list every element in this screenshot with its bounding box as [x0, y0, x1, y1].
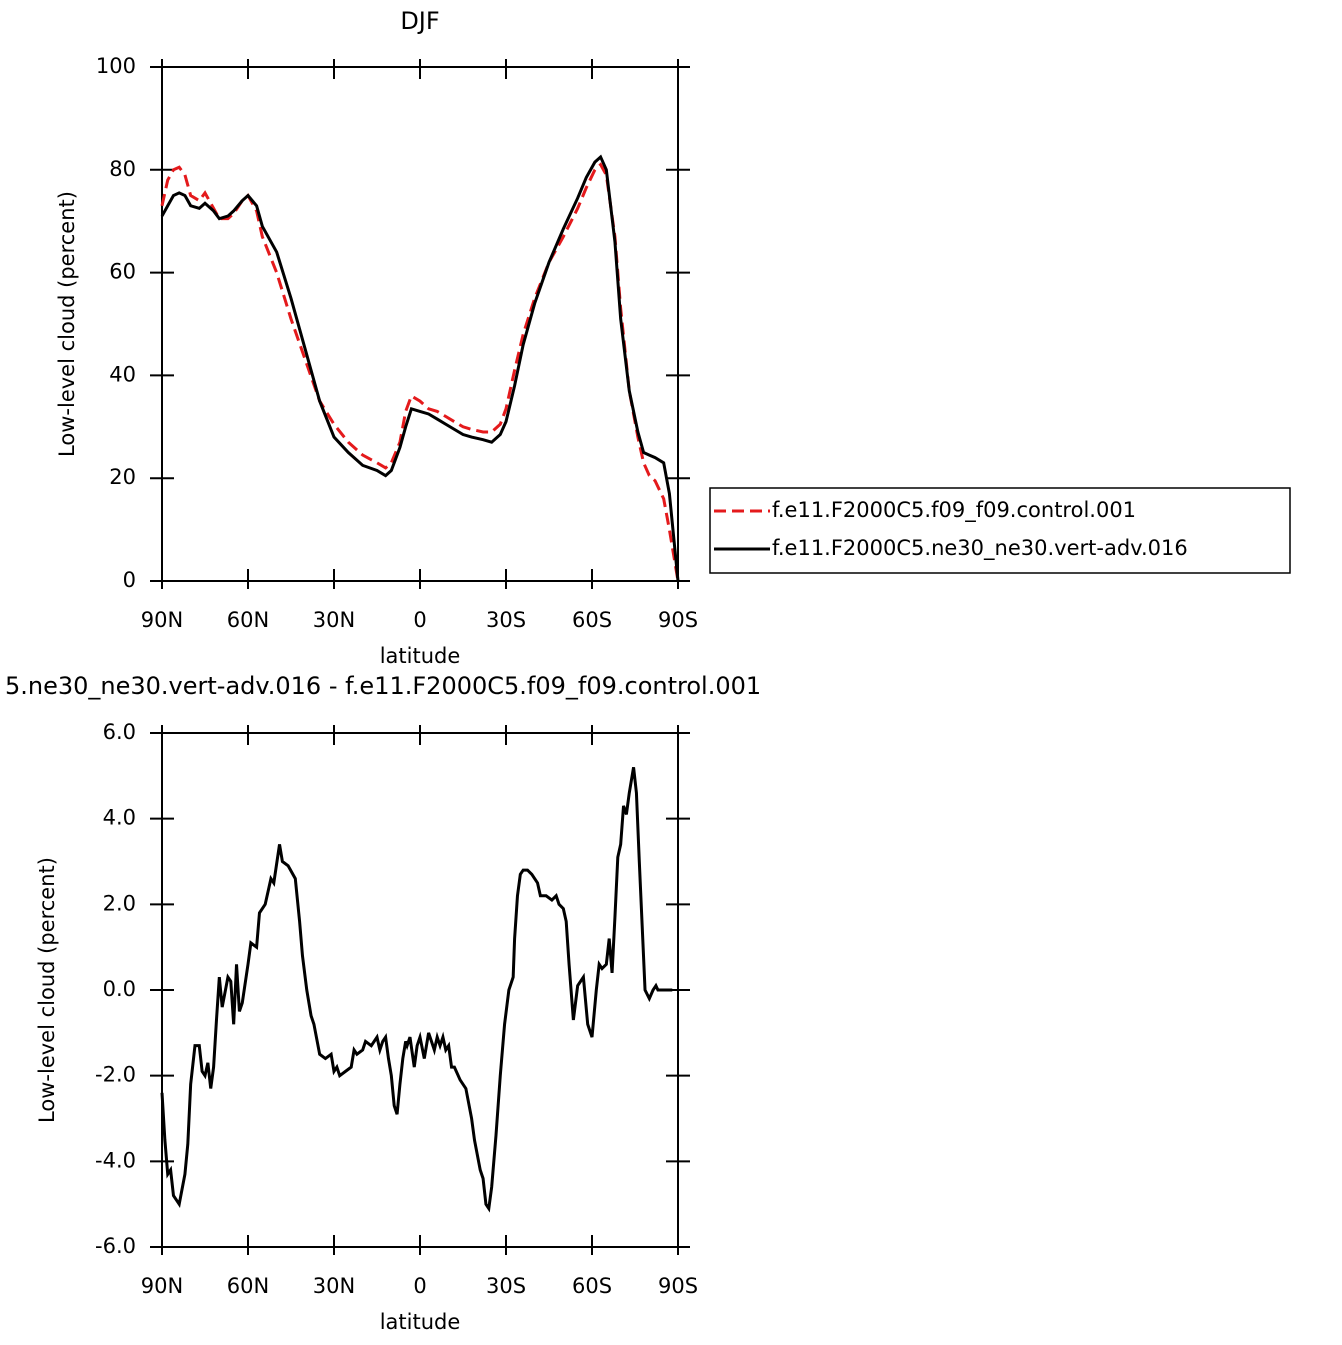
y-tick-label: 60	[109, 260, 136, 284]
y-tick-label: 2.0	[103, 891, 136, 915]
x-tick-label: 90N	[141, 608, 183, 632]
legend-label: f.e11.F2000C5.ne30_ne30.vert-adv.016	[772, 536, 1188, 561]
y-tick-label: 4.0	[103, 806, 136, 830]
x-tick-label: 90N	[141, 1274, 183, 1298]
x-tick-label: 30N	[313, 1274, 355, 1298]
legend-box	[709, 487, 1291, 574]
y-axis-label: Low-level cloud (percent)	[55, 191, 79, 457]
x-axis-label: latitude	[380, 1310, 461, 1334]
chart-title: DJF	[400, 7, 439, 35]
plot-frame	[161, 66, 679, 582]
x-axis-label: latitude	[380, 644, 461, 668]
y-tick-label: 20	[109, 465, 136, 489]
x-tick-label: 0	[413, 1274, 426, 1298]
x-tick-label: 90S	[658, 1274, 698, 1298]
chart-title: 5.ne30_ne30.vert-adv.016 - f.e11.F2000C5…	[5, 672, 761, 700]
x-tick-label: 30N	[313, 608, 355, 632]
legend-label: f.e11.F2000C5.f09_f09.control.001	[772, 498, 1136, 523]
y-tick-label: 0.0	[103, 977, 136, 1001]
y-tick-label: -6.0	[95, 1234, 136, 1258]
data-line	[160, 154, 680, 582]
y-tick-label: -2.0	[95, 1063, 136, 1087]
y-axis-label: Low-level cloud (percent)	[35, 857, 59, 1123]
x-tick-label: 60S	[572, 608, 612, 632]
y-tick-label: 100	[96, 54, 136, 78]
y-tick-label: -4.0	[95, 1148, 136, 1172]
x-tick-label: 60S	[572, 1274, 612, 1298]
x-tick-label: 30S	[486, 608, 526, 632]
x-tick-label: 90S	[658, 608, 698, 632]
data-line	[160, 162, 680, 582]
y-tick-label: 40	[109, 362, 136, 386]
x-tick-label: 0	[413, 608, 426, 632]
y-tick-label: 6.0	[103, 720, 136, 744]
x-tick-label: 60N	[227, 608, 269, 632]
y-tick-label: 80	[109, 157, 136, 181]
y-tick-label: 0	[123, 568, 136, 592]
data-line	[160, 767, 673, 1213]
x-tick-label: 60N	[227, 1274, 269, 1298]
x-tick-label: 30S	[486, 1274, 526, 1298]
